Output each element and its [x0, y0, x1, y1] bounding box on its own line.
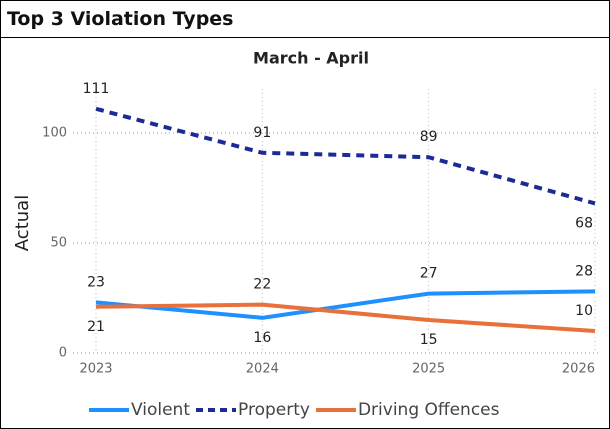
x-tick-label: 2025	[412, 362, 445, 377]
data-label: 89	[420, 129, 438, 145]
y-axis-label: Actual	[12, 195, 33, 251]
legend-label: Violent	[131, 400, 190, 420]
x-tick-label: 2024	[246, 362, 279, 377]
series-line	[95, 302, 596, 333]
x-tick-label: 2026	[562, 362, 595, 377]
data-label: 16	[253, 330, 271, 346]
data-label: 28	[575, 263, 593, 279]
chart-title: March - April	[253, 49, 369, 68]
y-tick-label: 0	[59, 346, 67, 361]
data-label: 23	[87, 274, 105, 290]
legend-label: Driving Offences	[358, 400, 500, 420]
data-label: 27	[420, 266, 438, 282]
data-label: 21	[87, 319, 105, 335]
y-tick-label: 50	[50, 236, 67, 251]
data-label: 22	[253, 277, 271, 293]
data-label: 15	[420, 332, 438, 348]
data-label: 10	[575, 303, 593, 319]
x-tick-label: 2023	[79, 362, 112, 377]
data-label: 91	[253, 125, 271, 141]
series-line	[95, 106, 596, 206]
y-tick-label: 100	[42, 126, 67, 141]
series-line	[95, 289, 596, 320]
header-title: Top 3 Violation Types	[1, 1, 609, 38]
legend-label: Property	[238, 400, 310, 420]
data-label: 68	[575, 215, 593, 231]
data-label: 111	[83, 81, 110, 97]
